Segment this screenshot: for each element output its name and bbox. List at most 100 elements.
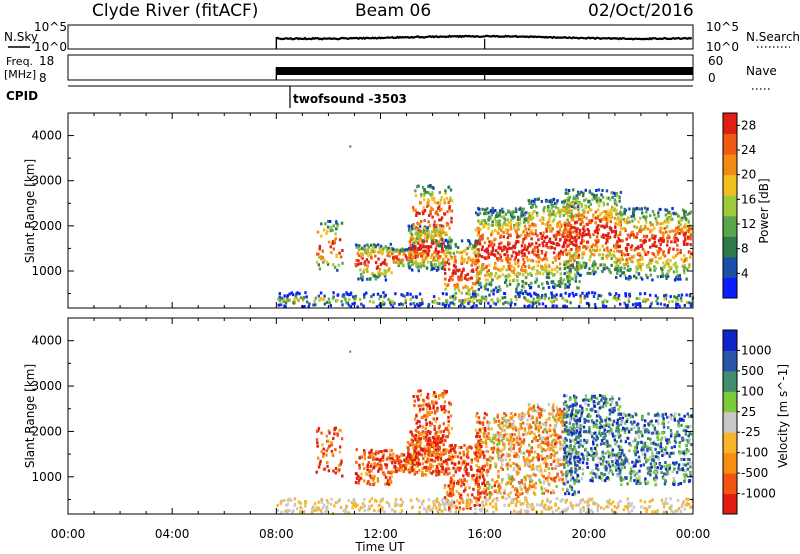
scatter-cell: [514, 295, 517, 299]
scatter-cell: [458, 468, 461, 472]
scatter-cell: [549, 299, 552, 303]
scatter-cell: [445, 462, 449, 465]
scatter-cell: [506, 236, 510, 240]
scatter-cell: [513, 278, 516, 282]
scatter-cell: [504, 300, 507, 304]
scatter-cell: [561, 279, 565, 283]
scatter-cell: [386, 247, 389, 251]
scatter-cell: [562, 233, 565, 236]
scatter-cell: [589, 408, 592, 412]
scatter-cell: [362, 304, 365, 308]
scatter-cell: [496, 443, 499, 447]
scatter-cell: [683, 214, 686, 218]
scatter-cell: [425, 465, 428, 469]
scatter-cell: [583, 265, 587, 269]
scatter-cell: [653, 236, 656, 240]
scatter-cell: [511, 485, 514, 489]
scatter-cell: [368, 470, 371, 474]
scatter-cell: [545, 477, 548, 480]
scatter-cell: [552, 449, 555, 453]
scatter-cell: [646, 298, 650, 302]
scatter-cell: [484, 298, 488, 302]
scatter-cell: [424, 450, 427, 454]
scatter-cell: [514, 454, 517, 458]
scatter-cell: [502, 437, 505, 440]
scatter-cell: [496, 289, 500, 293]
scatter-cell: [426, 235, 429, 239]
scatter-cell: [584, 206, 587, 209]
scatter-cell: [357, 259, 360, 263]
scatter-cell: [443, 404, 446, 408]
scatter-cell: [547, 224, 550, 228]
scatter-cell: [691, 299, 694, 303]
scatter-cell: [338, 450, 341, 454]
scatter-cell: [365, 291, 368, 295]
scatter-cell: [454, 451, 457, 455]
scatter-cell: [627, 293, 631, 297]
scatter-cell: [549, 224, 552, 228]
scatter-cell: [606, 211, 609, 215]
scatter-cell: [330, 251, 333, 255]
scatter-cell: [489, 281, 493, 285]
scatter-cell: [541, 440, 545, 444]
scatter-cell: [410, 224, 414, 228]
scatter-cell: [428, 224, 432, 228]
scatter-cell: [627, 253, 630, 256]
scatter-cell: [491, 440, 494, 444]
scatter-cell: [594, 239, 597, 243]
scatter-cell: [423, 188, 427, 192]
scatter-cell: [370, 254, 373, 258]
scatter-cell: [530, 273, 533, 277]
scatter-cell: [466, 493, 469, 497]
scatter-cell: [415, 214, 418, 217]
scatter-cell: [315, 438, 319, 442]
scatter-cell: [473, 478, 476, 482]
scatter-cell: [481, 465, 485, 468]
scatter-cell: [436, 230, 439, 233]
scatter-cell: [592, 424, 595, 428]
scatter-cell: [384, 476, 388, 479]
scatter-cell: [438, 205, 441, 209]
scatter-cell: [593, 303, 597, 306]
scatter-cell: [514, 209, 518, 213]
scatter-cell: [485, 436, 488, 440]
scatter-cell: [653, 213, 656, 217]
scatter-cell: [492, 248, 495, 252]
scatter-cell: [426, 245, 429, 249]
scatter-cell: [672, 211, 675, 215]
scatter-cell: [535, 299, 538, 303]
scatter-cell: [387, 298, 390, 302]
scatter-cell: [496, 450, 499, 454]
scatter-cell: [645, 273, 648, 277]
scatter-cell: [444, 231, 448, 235]
scatter-cell: [317, 427, 321, 431]
scatter-cell: [592, 454, 596, 458]
scatter-cell: [399, 465, 402, 469]
scatter-cell: [502, 453, 505, 457]
scatter-cell: [596, 231, 600, 235]
scatter-cell: [426, 413, 429, 417]
scatter-cell: [452, 484, 455, 488]
scatter-cell: [683, 240, 686, 244]
scatter-cell: [389, 242, 392, 246]
scatter-cell: [424, 430, 427, 434]
scatter-cell: [304, 291, 307, 295]
scatter-cell: [527, 199, 530, 203]
scatter-cell: [520, 268, 523, 272]
scatter-cell: [399, 302, 403, 306]
scatter-cell: [582, 239, 585, 243]
scatter-cell: [325, 232, 328, 235]
scatter-cell: [391, 301, 394, 305]
scatter-cell: [477, 250, 481, 254]
scatter-cell: [534, 292, 537, 296]
scatter-cell: [474, 289, 477, 293]
scatter-cell: [443, 460, 446, 464]
scatter-cell: [443, 268, 446, 272]
scatter-cell: [347, 303, 351, 307]
scatter-cell: [467, 288, 470, 292]
scatter-cell: [659, 275, 663, 278]
scatter-cell: [564, 283, 567, 287]
scatter-cell: [412, 435, 415, 439]
scatter-cell: [454, 470, 457, 474]
